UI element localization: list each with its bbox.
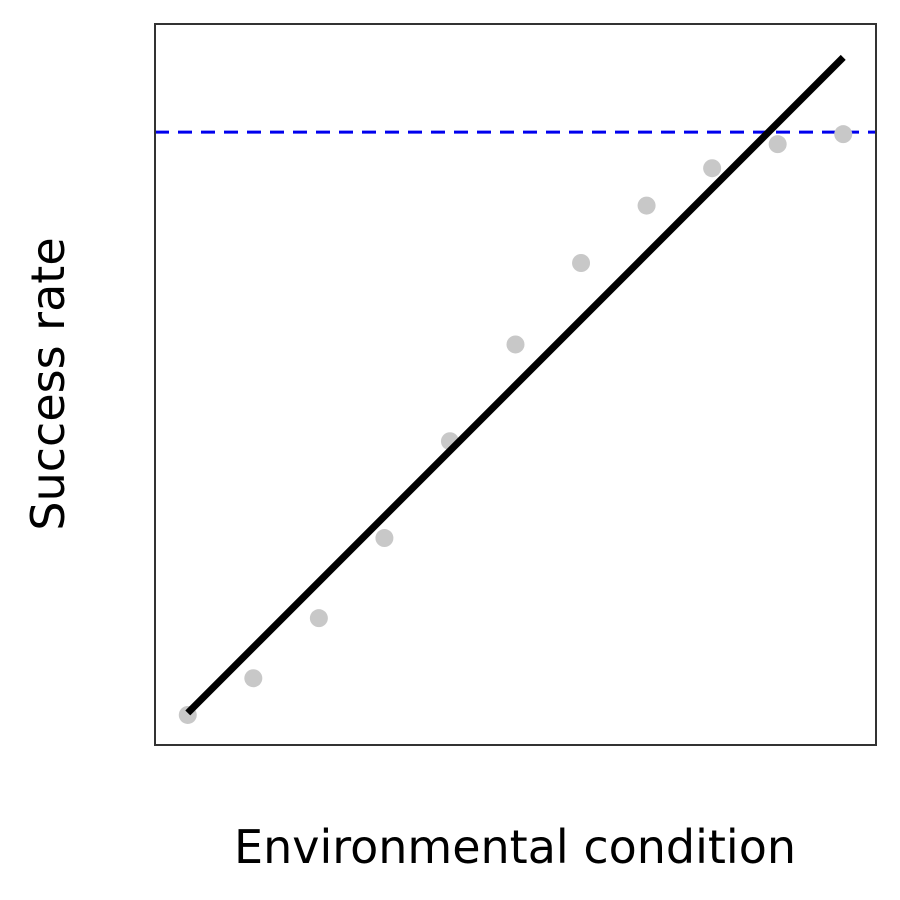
y-axis-label: Success rate	[21, 237, 75, 530]
data-point	[244, 669, 263, 688]
fit-line-layer	[185, 54, 846, 716]
data-point	[375, 529, 394, 548]
data-point	[309, 609, 328, 628]
data-point	[637, 196, 656, 215]
plot-frame	[154, 23, 877, 746]
data-point	[768, 135, 787, 154]
x-axis-label: Environmental condition	[234, 820, 796, 874]
data-point	[834, 125, 853, 144]
fit-line	[185, 54, 846, 716]
data-point	[572, 253, 591, 272]
data-point	[703, 159, 722, 178]
points-layer	[178, 125, 853, 724]
data-point	[506, 335, 525, 354]
